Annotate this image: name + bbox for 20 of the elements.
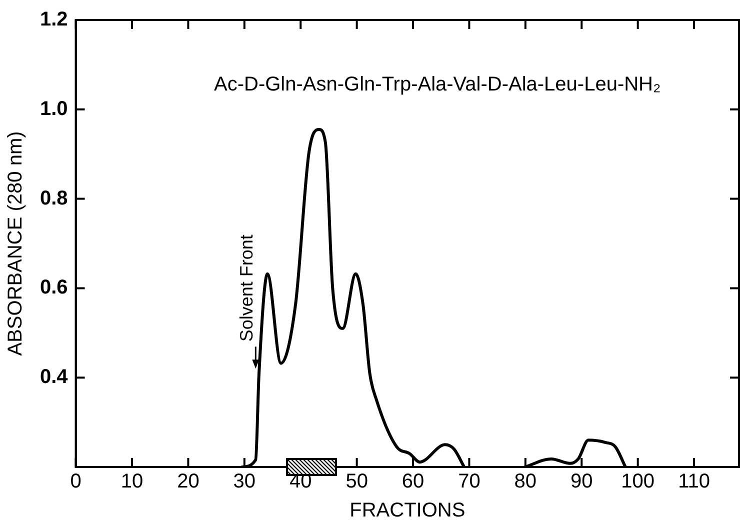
y-tick-label: 0.6 — [40, 276, 68, 299]
y-tick-label: 0.4 — [40, 366, 69, 388]
x-tick-label: 50 — [346, 470, 368, 493]
x-tick-label: 0 — [70, 470, 82, 493]
x-tick-label: 20 — [177, 470, 200, 493]
x-tick-label: 110 — [678, 470, 710, 493]
x-tick-label: 30 — [233, 470, 256, 493]
x-tick-label: 10 — [120, 470, 144, 493]
x-tick-label: 60 — [402, 470, 424, 493]
x-axis-title: FRACTIONS — [350, 500, 466, 522]
y-tick-label: 1.0 — [40, 98, 68, 120]
y-axis-title: ABSORBANCE (280 nm) — [4, 131, 27, 356]
x-tick-label: 100 — [621, 470, 655, 493]
y-tick-label: 0.8 — [40, 187, 68, 210]
text: Ac-D-Gln-Asn-Gln-Trp-Ala-Val-D-Ala-Leu-Leu-NH₂ — [214, 74, 661, 96]
annotation: Solvent Front — [236, 234, 257, 342]
x-tick-label: 80 — [514, 470, 537, 493]
x-tick-label: 90 — [570, 470, 593, 493]
x-tick-label: 70 — [458, 470, 480, 493]
y-tick-label: 1.2 — [40, 8, 68, 31]
